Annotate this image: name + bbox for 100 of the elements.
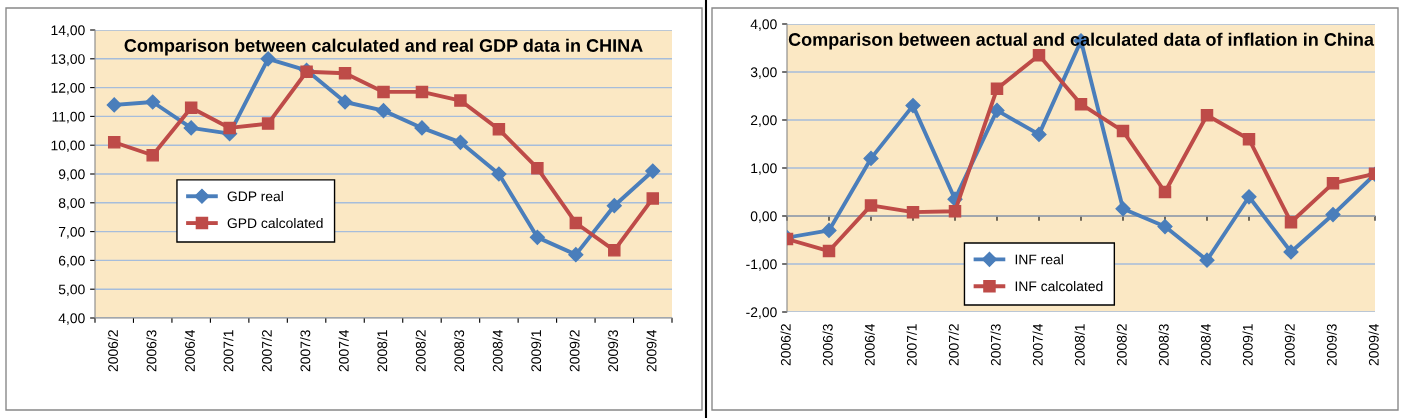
x-tick-label: 2009/1 [530, 330, 542, 372]
legend-label: GDP real [227, 191, 283, 202]
point [337, 94, 353, 110]
point [377, 85, 390, 99]
legend-label: GPD calcolated [227, 217, 323, 229]
point [864, 199, 878, 212]
y-tick-label: -1,00 [746, 259, 777, 271]
y-tick-label: 2,00 [750, 115, 777, 127]
point [492, 123, 506, 136]
x-tick-label: 2007/2 [948, 324, 959, 366]
y-tick-label: 12,00 [51, 82, 85, 95]
x-tick-label: 2009/2 [1284, 324, 1295, 366]
point [822, 244, 836, 258]
legend-label: INF real [1015, 254, 1063, 265]
x-tick-label: 2006/4 [864, 323, 875, 366]
point [905, 98, 921, 114]
point [1074, 97, 1088, 111]
y-tick-label: -2,00 [746, 307, 777, 319]
y-tick-label: 9,00 [58, 169, 85, 181]
x-tick-label: 2007/1 [906, 324, 917, 366]
point [1032, 48, 1046, 62]
y-tick-label: 1,00 [751, 163, 777, 175]
point [1241, 189, 1257, 205]
point [989, 102, 1005, 118]
x-tick-label: 2006/3 [822, 324, 833, 366]
x-tick-label: 2007/4 [1032, 323, 1043, 366]
y-tick-label: 8,00 [58, 198, 85, 210]
x-tick-label: 2006/3 [146, 330, 157, 372]
point [338, 66, 352, 80]
point [1325, 206, 1341, 223]
y-tick-label: 14,00 [51, 25, 85, 37]
x-tick-label: 2009/1 [1242, 324, 1253, 366]
point [184, 101, 198, 115]
point [1115, 201, 1131, 217]
point [529, 229, 545, 245]
point [146, 149, 159, 162]
x-tick-label: 2006/2 [780, 324, 791, 366]
chart-title: Comparison between calculated and real GDP data in CHINA [124, 38, 643, 56]
point [183, 120, 199, 136]
point [452, 134, 469, 150]
point [1199, 252, 1215, 268]
point [948, 204, 962, 218]
point [1157, 218, 1173, 235]
x-tick-label: 2009/2 [569, 330, 580, 372]
y-tick-label: 4,00 [58, 313, 85, 325]
point [375, 103, 392, 119]
y-tick-label: 4,00 [750, 19, 777, 31]
point [569, 216, 583, 230]
x-tick-label: 2007/1 [223, 330, 234, 372]
y-tick-label: 7,00 [58, 226, 85, 239]
x-tick-label: 2009/3 [1326, 324, 1337, 366]
x-tick-label: 2008/3 [1158, 324, 1169, 366]
x-tick-label: 2008/2 [1116, 324, 1127, 366]
point [990, 82, 1004, 96]
x-tick-label: 2007/3 [990, 324, 1001, 366]
point [106, 97, 122, 113]
x-tick-label: 2007/2 [261, 330, 272, 372]
y-tick-label: 11,00 [52, 111, 85, 124]
point [260, 51, 276, 67]
point [145, 94, 161, 110]
point [568, 247, 584, 263]
point [1326, 177, 1340, 190]
point [1284, 215, 1298, 229]
point [606, 198, 622, 214]
point [107, 136, 121, 149]
point [1116, 124, 1130, 138]
x-tick-label: 2009/4 [1368, 323, 1379, 366]
x-tick-label: 2008/1 [1074, 324, 1085, 366]
point [223, 121, 236, 135]
point [608, 244, 621, 257]
point [1283, 244, 1299, 260]
legend-label: INF calcolated [1015, 281, 1103, 292]
point [1158, 185, 1172, 199]
x-tick-label: 2006/4 [184, 329, 195, 372]
point [1242, 132, 1256, 146]
y-tick-label: 13,00 [51, 54, 85, 66]
point [454, 94, 467, 107]
point [646, 192, 660, 205]
x-tick-label: 2008/4 [492, 329, 503, 372]
x-tick-label: 2008/1 [377, 330, 388, 372]
point [1031, 126, 1047, 142]
point [863, 150, 879, 166]
point [415, 85, 429, 99]
x-tick-label: 2008/2 [415, 330, 426, 372]
y-tick-label: 10,00 [51, 140, 85, 153]
y-tick-label: 3,00 [750, 67, 777, 79]
point [414, 120, 430, 136]
point [906, 205, 920, 219]
x-tick-label: 2009/4 [646, 329, 657, 372]
x-tick-label: 2009/3 [607, 330, 619, 372]
y-tick-label: 0,00 [750, 211, 777, 223]
x-tick-label: 2007/4 [338, 329, 349, 372]
x-tick-label: 2006/2 [107, 330, 118, 372]
x-tick-label: 2008/3 [453, 330, 465, 372]
point [531, 161, 544, 175]
point [821, 222, 837, 238]
point [645, 163, 661, 179]
x-tick-label: 2008/4 [1200, 323, 1211, 366]
x-tick-label: 2007/3 [300, 330, 311, 372]
y-tick-label: 5,00 [58, 284, 85, 297]
